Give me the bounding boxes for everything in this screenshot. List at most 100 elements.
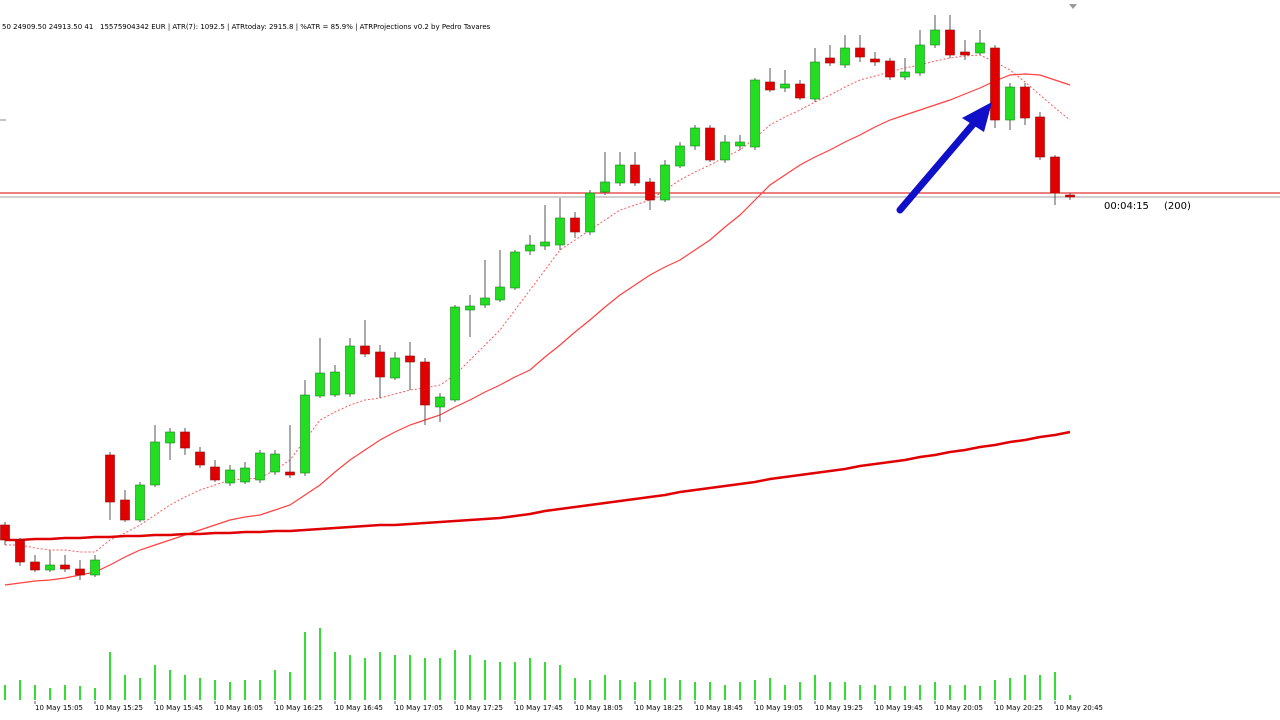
- candle-body: [1065, 194, 1075, 198]
- candle-body: [510, 251, 520, 289]
- candle-body: [300, 394, 310, 474]
- candle-body: [180, 431, 190, 449]
- candle-body: [1005, 86, 1015, 121]
- candle-body: [450, 306, 460, 401]
- candle-body: [45, 564, 55, 571]
- candle-body: [675, 145, 685, 167]
- candle-body: [540, 241, 550, 247]
- time-label: 10 May 16:45: [335, 704, 383, 712]
- candle-body: [780, 83, 790, 89]
- candle-body: [1050, 156, 1060, 194]
- volume-layer: [4, 628, 1071, 700]
- moving-average-line: [5, 54, 1071, 553]
- indicator-text: 15575904342 EUR | ATR(7): 1092.5 | ATRto…: [100, 23, 491, 31]
- candle-body: [60, 564, 70, 570]
- candle-body: [585, 192, 595, 233]
- candle-body: [390, 357, 400, 379]
- quote-text: 50 24909.50 24913.50 41: [2, 23, 93, 31]
- scroll-marker: [1069, 4, 1077, 9]
- candle-body: [930, 29, 940, 46]
- candle-body: [495, 286, 505, 301]
- candle-body: [825, 57, 835, 64]
- candle-body: [90, 559, 100, 576]
- candle-body: [225, 469, 235, 484]
- time-label: 10 May 18:45: [695, 704, 743, 712]
- candle-body: [420, 361, 430, 406]
- candle-layer: [0, 15, 1075, 580]
- candle-body: [660, 164, 670, 201]
- arrow-shaft: [896, 118, 979, 214]
- candle-body: [165, 431, 175, 444]
- candle-body: [870, 58, 880, 63]
- arrow-head: [962, 102, 992, 132]
- candle-body: [135, 484, 145, 521]
- candle-body: [720, 141, 730, 161]
- text-layer: 50 24909.50 24913.50 41 15575904342 EUR …: [2, 23, 1191, 712]
- candle-body: [150, 441, 160, 486]
- candle-body: [735, 141, 745, 147]
- time-label: 10 May 18:25: [635, 704, 683, 712]
- moving-average-line: [5, 430, 1071, 542]
- candle-body: [75, 568, 85, 576]
- candle-body: [195, 451, 205, 466]
- moving-average-line: [4, 73, 1071, 586]
- time-label: 10 May 19:05: [755, 704, 803, 712]
- time-label: 10 May 18:05: [575, 704, 623, 712]
- candle-body: [0, 524, 10, 541]
- candle-body: [240, 467, 250, 483]
- candle-body: [900, 71, 910, 78]
- candle-body: [795, 83, 805, 99]
- moving-average-layer: [4, 54, 1071, 586]
- candle-body: [555, 217, 565, 246]
- candle-body: [600, 181, 610, 193]
- candle-body: [915, 44, 925, 74]
- candle-body: [990, 47, 1000, 121]
- time-label: 10 May 20:45: [1055, 704, 1103, 712]
- candle-body: [285, 471, 295, 476]
- time-label: 10 May 17:45: [515, 704, 563, 712]
- candle-body: [345, 345, 355, 395]
- bars-label: (200): [1164, 201, 1191, 212]
- candle-body: [960, 51, 970, 56]
- candle-body: [750, 79, 760, 148]
- candle-body: [435, 396, 445, 408]
- candle-body: [840, 47, 850, 66]
- candle-body: [330, 371, 340, 396]
- candle-body: [15, 539, 25, 563]
- time-label: 10 May 19:45: [875, 704, 923, 712]
- candle-body: [210, 466, 220, 481]
- time-label: 10 May 20:05: [935, 704, 983, 712]
- candle-body: [570, 217, 580, 233]
- candle-body: [465, 305, 475, 311]
- time-label: 10 May 17:25: [455, 704, 503, 712]
- candle-body: [975, 42, 985, 54]
- time-label: 10 May 19:25: [815, 704, 863, 712]
- time-label: 10 May 15:25: [95, 704, 143, 712]
- candle-body: [120, 499, 130, 521]
- candle-body: [705, 127, 715, 161]
- time-label: 10 May 16:25: [275, 704, 323, 712]
- candle-body: [855, 47, 865, 58]
- timer-label: 00:04:15: [1104, 201, 1149, 212]
- candle-body: [1020, 86, 1030, 119]
- candle-body: [30, 561, 40, 571]
- candle-body: [810, 61, 820, 100]
- candle-body: [315, 372, 325, 397]
- candle-body: [645, 181, 655, 201]
- candle-body: [105, 454, 115, 503]
- time-label: 10 May 17:05: [395, 704, 443, 712]
- candle-body: [1035, 116, 1045, 158]
- annotation-arrow: [896, 102, 992, 214]
- candle-body: [885, 60, 895, 78]
- candle-body: [360, 345, 370, 355]
- time-label: 10 May 16:05: [215, 704, 263, 712]
- candle-body: [765, 81, 775, 91]
- candle-body: [270, 453, 280, 473]
- candle-body: [630, 164, 640, 184]
- candle-body: [525, 244, 535, 252]
- candle-body: [405, 355, 415, 363]
- candle-body: [375, 351, 385, 378]
- candle-body: [690, 127, 700, 147]
